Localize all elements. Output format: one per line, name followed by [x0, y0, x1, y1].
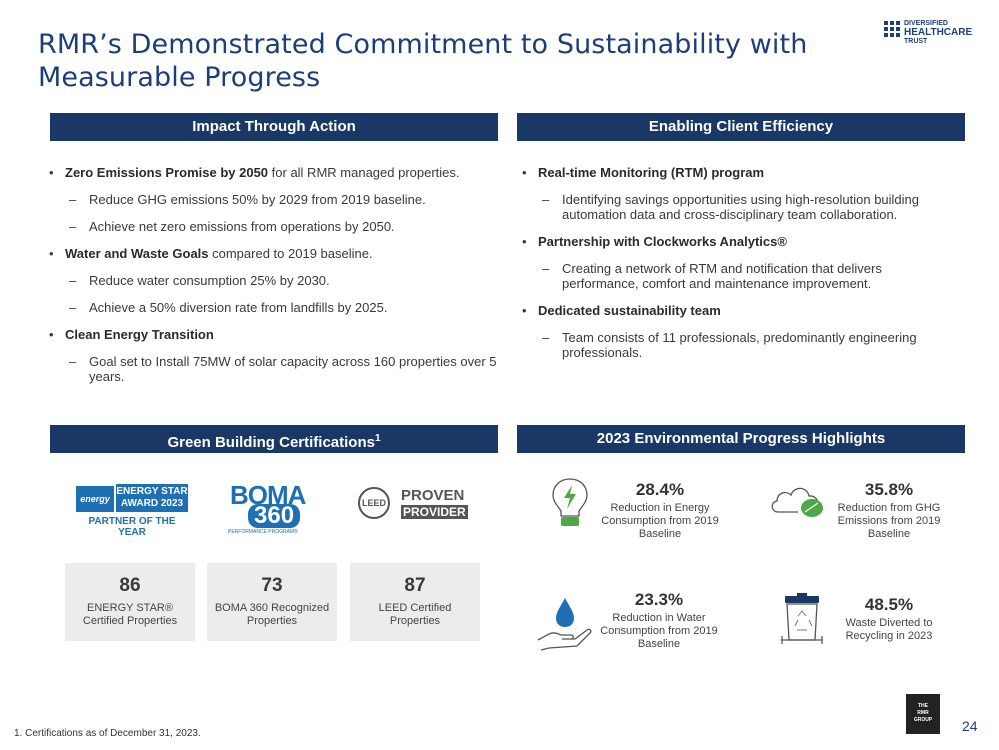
leed-badge: LEED	[358, 487, 390, 519]
list-item: Reduce GHG emissions 50% by 2029 from 20…	[47, 192, 499, 207]
energy-star-mark: energy	[76, 486, 114, 512]
highlight-energy: 28.4% Reduction in Energy Consumption fr…	[594, 480, 726, 541]
list-item: Goal set to Install 75MW of solar capaci…	[47, 354, 499, 384]
water-drop-hand-icon	[537, 598, 592, 651]
impact-list: Zero Emissions Promise by 2050 for all R…	[47, 165, 499, 384]
efficiency-list: Real-time Monitoring (RTM) program Ident…	[520, 165, 930, 360]
list-item: Partnership with Clockworks Analytics®	[520, 234, 930, 249]
highlight-label: Reduction from GHG Emissions from 2019 B…	[837, 502, 941, 540]
list-item: Zero Emissions Promise by 2050 for all R…	[47, 165, 499, 180]
lightbulb-icon	[552, 478, 588, 526]
cert-box-boma: 73 BOMA 360 Recognized Properties	[207, 563, 337, 641]
highlight-value: 28.4%	[635, 480, 685, 499]
list-item: Water and Waste Goals compared to 2019 b…	[47, 246, 499, 261]
page-title: RMR’s Demonstrated Commitment to Sustain…	[38, 29, 808, 93]
cert-label: LEED Certified Properties	[378, 602, 452, 627]
list-item: Team consists of 11 professionals, predo…	[520, 330, 930, 360]
list-item: Achieve net zero emissions from operatio…	[47, 219, 499, 234]
highlight-value: 23.3%	[634, 590, 684, 609]
list-item: Real-time Monitoring (RTM) program	[520, 165, 930, 180]
cert-label: ENERGY STAR® Certified Properties	[82, 602, 178, 627]
highlights-header: 2023 Environmental Progress Highlights	[517, 425, 965, 453]
rmr-group-logo: THE RMR GROUP	[906, 694, 940, 734]
highlight-waste: 48.5% Waste Diverted to Recycling in 202…	[830, 595, 948, 643]
list-item: Achieve a 50% diversion rate from landfi…	[47, 300, 499, 315]
efficiency-header: Enabling Client Efficiency	[517, 113, 965, 141]
highlight-label: Waste Diverted to Recycling in 2023	[845, 617, 933, 642]
leed-proven-provider-logo: LEED PROVEN PROVIDER	[358, 487, 470, 523]
cert-value: 73	[261, 575, 283, 596]
impact-header: Impact Through Action	[50, 113, 498, 141]
list-item: Reduce water consumption 25% by 2030.	[47, 273, 499, 288]
list-item: Creating a network of RTM and notificati…	[520, 261, 930, 291]
list-item: Identifying savings opportunities using …	[520, 192, 930, 222]
cloud-leaf-icon	[771, 487, 823, 517]
cert-box-energy-star: 86 ENERGY STAR® Certified Properties	[65, 563, 195, 641]
list-item: Clean Energy Transition	[47, 327, 499, 342]
highlight-label: Reduction in Water Consumption from 2019…	[600, 612, 718, 650]
recycle-bin-icon	[781, 593, 823, 644]
highlight-value: 48.5%	[864, 595, 914, 614]
logo-line-1: DIVERSIFIED	[904, 20, 948, 27]
diversified-healthcare-trust-logo: DIVERSIFIED HEALTHCARE TRUST	[884, 20, 984, 48]
highlight-label: Reduction in Energy Consumption from 201…	[601, 502, 719, 540]
energy-star-logo: energy ENERGY STAR AWARD 2023 PARTNER OF…	[76, 484, 188, 538]
highlight-value: 35.8%	[864, 480, 914, 499]
cert-label: BOMA 360 Recognized Properties	[214, 602, 330, 627]
footnote: 1. Certifications as of December 31, 202…	[14, 728, 201, 739]
cert-value: 86	[119, 575, 141, 596]
logo-line-2: HEALTHCARE	[904, 27, 973, 38]
highlight-water: 23.3% Reduction in Water Consumption fro…	[592, 590, 726, 651]
logo-grid-icon	[884, 21, 901, 38]
cert-box-leed: 87 LEED Certified Properties	[350, 563, 480, 641]
logo-line-3: TRUST	[904, 38, 928, 45]
certifications-header: Green Building Certifications1	[50, 425, 498, 453]
boma-360-logo: BOMA 360 PERFORMANCE PROGRAM®	[228, 480, 306, 535]
list-item: Dedicated sustainability team	[520, 303, 930, 318]
cert-value: 87	[404, 575, 426, 596]
page-number: 24	[962, 718, 978, 734]
highlight-ghg: 35.8% Reduction from GHG Emissions from …	[828, 480, 950, 541]
